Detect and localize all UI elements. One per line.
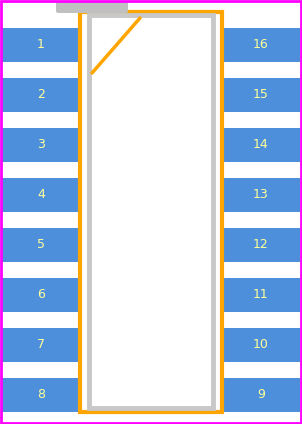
Bar [222, 128, 300, 162]
Text: 5: 5 [37, 238, 45, 251]
Bar [2, 78, 80, 112]
Bar [2, 228, 80, 262]
Text: 15: 15 [253, 89, 269, 101]
Bar [222, 178, 300, 212]
Text: 4: 4 [37, 189, 45, 201]
Text: 14: 14 [253, 139, 269, 151]
Bar [222, 278, 300, 312]
Bar [2, 28, 80, 62]
Bar [2, 328, 80, 362]
Bar [222, 28, 300, 62]
Text: 3: 3 [37, 139, 45, 151]
Bar [222, 378, 300, 412]
Text: 8: 8 [37, 388, 45, 402]
Bar [2, 378, 80, 412]
Text: 2: 2 [37, 89, 45, 101]
Text: 12: 12 [253, 238, 269, 251]
Text: 10: 10 [253, 338, 269, 351]
Bar [89, 15, 213, 408]
Text: 9: 9 [257, 388, 265, 402]
Bar [222, 328, 300, 362]
FancyBboxPatch shape [56, 2, 128, 13]
Bar [2, 178, 80, 212]
Bar [2, 278, 80, 312]
Text: 7: 7 [37, 338, 45, 351]
Bar [2, 128, 80, 162]
Bar [80, 12, 222, 412]
Text: 1: 1 [37, 39, 45, 51]
Text: 11: 11 [253, 288, 269, 301]
Text: 16: 16 [253, 39, 269, 51]
Bar [222, 78, 300, 112]
Text: 6: 6 [37, 288, 45, 301]
Bar [222, 228, 300, 262]
Text: 13: 13 [253, 189, 269, 201]
